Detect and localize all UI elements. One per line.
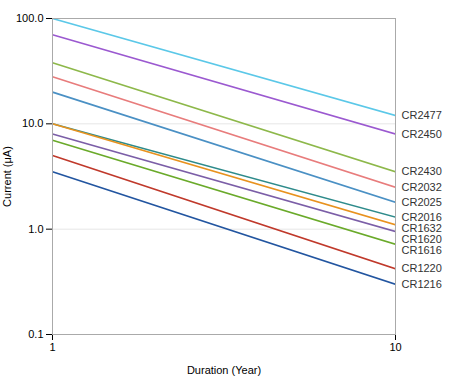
svg-text:CR1632: CR1632 <box>401 221 442 234</box>
svg-text:1.0: 1.0 <box>28 223 43 235</box>
svg-text:CR1620: CR1620 <box>401 232 442 245</box>
svg-text:CR2025: CR2025 <box>402 196 442 208</box>
svg-text:CR1616: CR1616 <box>402 244 442 256</box>
svg-text:10: 10 <box>389 341 401 353</box>
svg-text:Duration (Year): Duration (Year) <box>187 364 261 376</box>
svg-text:CR2477: CR2477 <box>402 109 442 121</box>
svg-text:CR2016: CR2016 <box>401 210 442 223</box>
svg-text:1: 1 <box>49 341 55 353</box>
svg-text:CR2430: CR2430 <box>402 165 442 177</box>
svg-text:10.0: 10.0 <box>22 117 43 129</box>
svg-text:CR2032: CR2032 <box>402 181 442 193</box>
svg-text:Current (μA): Current (μA) <box>1 146 13 207</box>
svg-text:100.0: 100.0 <box>16 12 44 24</box>
svg-text:CR1220: CR1220 <box>402 262 442 274</box>
svg-text:CR1216: CR1216 <box>402 278 442 290</box>
svg-text:0.1: 0.1 <box>28 328 43 340</box>
svg-text:CR2450: CR2450 <box>402 128 442 140</box>
